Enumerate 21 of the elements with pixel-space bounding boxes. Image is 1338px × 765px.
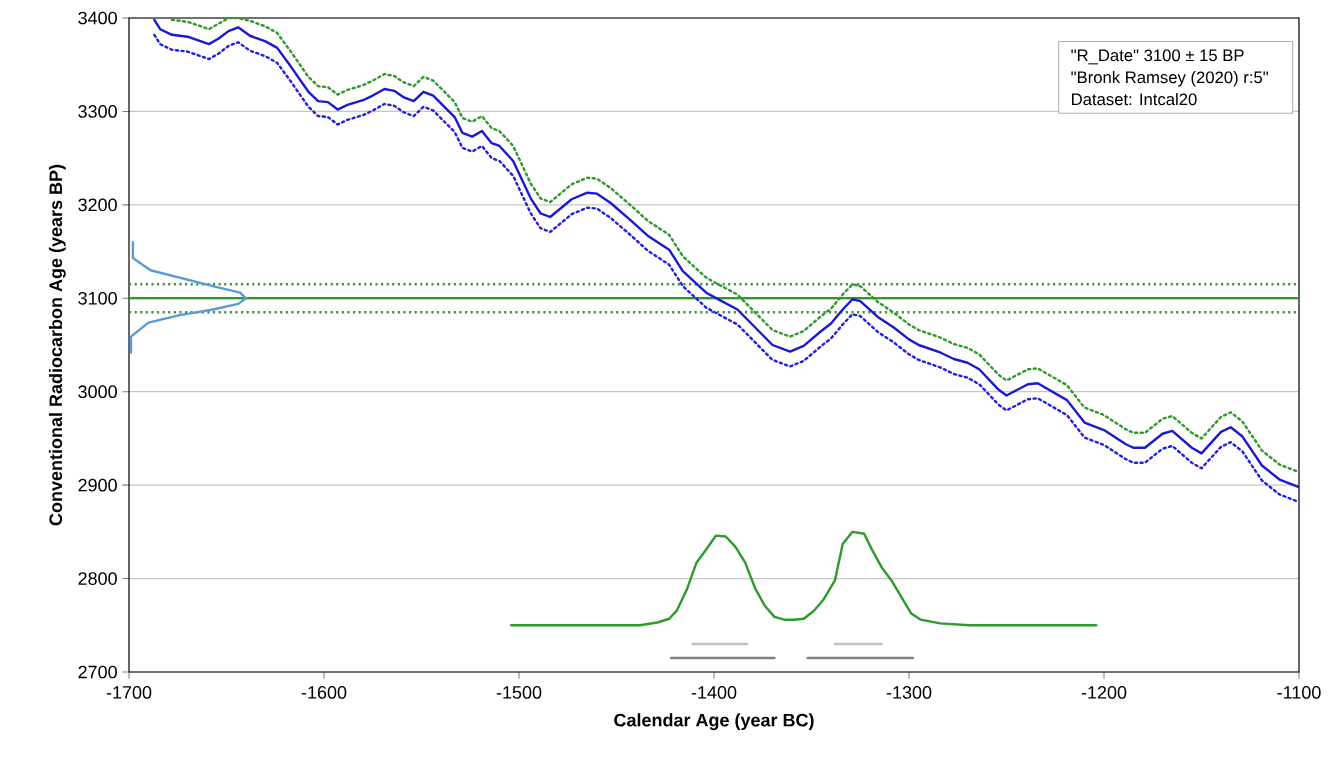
annotation: Dataset: Intcal20 xyxy=(1072,92,1197,106)
x-tick-label: -1700 xyxy=(106,686,152,699)
x-tick-label: -1300 xyxy=(886,686,932,699)
x-tick-label: -1400 xyxy=(691,686,737,699)
y-tick-label: 3100 xyxy=(78,291,117,305)
x-tick-label: -1100 xyxy=(1277,686,1321,699)
x-tick-label: -1600 xyxy=(301,686,347,699)
y-axis-title: Conventional Radiocarbon Age (years BP) xyxy=(48,164,66,526)
y-tick-label: 2700 xyxy=(78,665,117,679)
y-tick-label: 3000 xyxy=(78,385,117,399)
y-tick-label: 2800 xyxy=(78,572,117,585)
y-tick-label: 3300 xyxy=(78,105,117,118)
x-tick-label: -1500 xyxy=(496,686,542,699)
y-tick-label: 3200 xyxy=(78,198,117,212)
x-axis-title: Calendar Age (year BC) xyxy=(614,713,814,731)
line-series xyxy=(510,530,1098,627)
annotation: "R_Date" 3100 ± 15 BP xyxy=(1071,49,1244,65)
x-tick-label: -1200 xyxy=(1081,686,1127,699)
y-tick-label: 3400 xyxy=(78,11,117,25)
annotation: "Bronk Ramsey (2020) r:5" xyxy=(1071,70,1268,87)
y-tick-label: 2900 xyxy=(78,478,117,492)
